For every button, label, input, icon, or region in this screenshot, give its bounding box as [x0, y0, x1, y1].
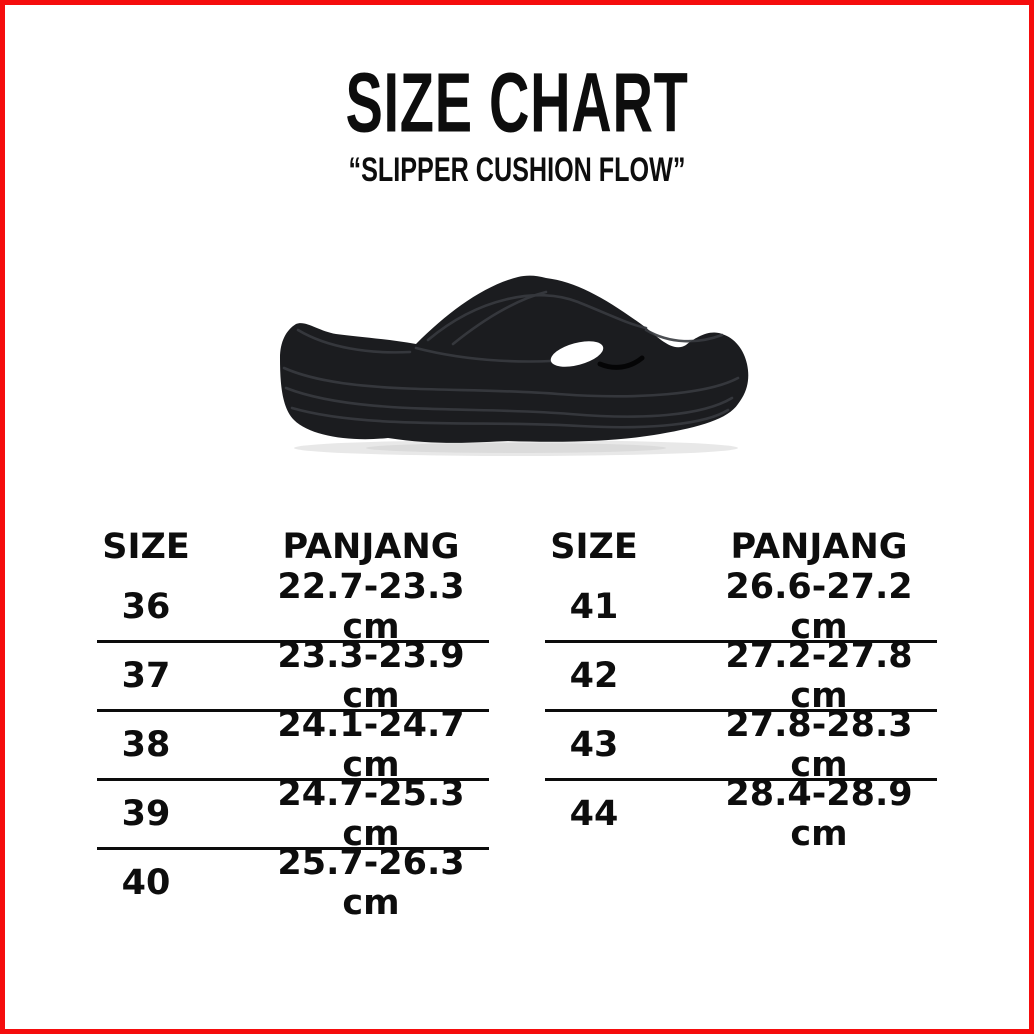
size-cell: 42 [569, 656, 619, 696]
table-row: 42 27.2-27.8 cm [545, 636, 937, 716]
size-cell: 38 [121, 725, 171, 765]
table-row: 38 24.1-24.7 cm [97, 705, 489, 785]
table-row: 37 23.3-23.9 cm [97, 636, 489, 716]
size-table-left: SIZE PANJANG 36 22.7-23.3 cm 37 23.3-23.… [97, 520, 489, 923]
shoe-body [280, 275, 749, 443]
table-row: 41 26.6-27.2 cm [545, 567, 937, 647]
table-row: 39 24.7-25.3 cm [97, 774, 489, 854]
length-cell: 23.3-23.9 cm [277, 636, 465, 716]
size-cell: 39 [121, 794, 171, 834]
column-header-panjang: PANJANG [730, 527, 908, 567]
size-cell: 43 [569, 725, 619, 765]
table-row: 43 27.8-28.3 cm [545, 705, 937, 785]
size-cell: 44 [569, 794, 619, 834]
length-cell: 22.7-23.3 cm [277, 567, 465, 647]
slipper-illustration [280, 275, 749, 456]
length-cell: 27.8-28.3 cm [725, 705, 913, 785]
column-header-size: SIZE [550, 527, 638, 567]
size-cell: 41 [569, 587, 619, 627]
length-cell: 24.7-25.3 cm [277, 774, 465, 854]
length-cell: 24.1-24.7 cm [277, 705, 465, 785]
strap-hole [550, 341, 604, 367]
page-subtitle: “SLIPPER CUSHION FLOW” [348, 151, 686, 189]
length-cell: 25.7-26.3 cm [277, 843, 465, 923]
product-image [5, 268, 1029, 464]
size-tables: SIZE PANJANG 36 22.7-23.3 cm 37 23.3-23.… [5, 520, 1029, 923]
table-row: 44 28.4-28.9 cm [545, 774, 937, 854]
column-header-panjang: PANJANG [282, 527, 460, 567]
table-header: SIZE PANJANG [97, 520, 489, 574]
table-row: 40 25.7-26.3 cm [97, 843, 489, 923]
page-title: SIZE CHART [345, 55, 689, 150]
column-header-size: SIZE [102, 527, 190, 567]
size-cell: 36 [121, 587, 171, 627]
length-cell: 26.6-27.2 cm [725, 567, 913, 647]
table-header: SIZE PANJANG [545, 520, 937, 574]
size-cell: 37 [121, 656, 171, 696]
table-row: 36 22.7-23.3 cm [97, 567, 489, 647]
length-cell: 28.4-28.9 cm [725, 774, 913, 854]
size-table-right: SIZE PANJANG 41 26.6-27.2 cm 42 27.2-27.… [545, 520, 937, 916]
length-cell: 27.2-27.8 cm [725, 636, 913, 716]
size-cell: 40 [121, 863, 171, 903]
